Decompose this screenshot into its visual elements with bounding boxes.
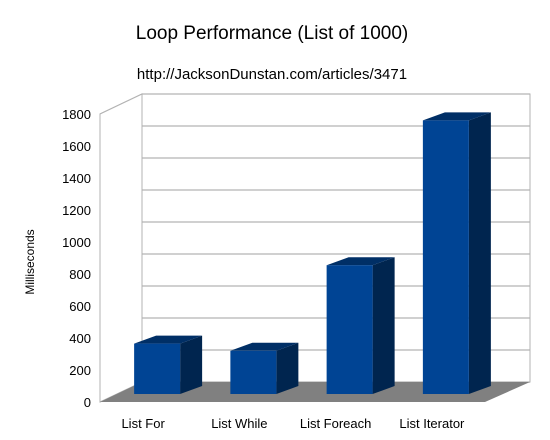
- side-wall: [99, 93, 143, 403]
- y-axis-label: Milliseconds: [23, 229, 37, 294]
- chart-title: Loop Performance (List of 1000): [136, 23, 409, 44]
- bar: [422, 112, 491, 395]
- bar-top: [134, 335, 203, 344]
- bars: [134, 112, 491, 395]
- bar-front: [134, 343, 181, 394]
- y-tick-label: 1600: [62, 139, 91, 154]
- bar-side: [372, 257, 395, 394]
- chart-subtitle: http://JacksonDunstan.com/articles/3471: [137, 66, 407, 83]
- x-category-label: List Iterator: [399, 416, 465, 431]
- x-category-label: List While: [211, 416, 267, 431]
- y-tick-label: 0: [84, 395, 91, 410]
- bar: [134, 335, 203, 394]
- bar-top: [422, 112, 491, 121]
- bar-front: [230, 350, 277, 394]
- chart-floor: [100, 382, 530, 402]
- y-tick-label: 400: [69, 331, 91, 346]
- x-category-label: List Foreach: [300, 416, 372, 431]
- bar-front: [326, 265, 373, 394]
- y-tick-label: 1800: [62, 107, 91, 122]
- bar-side: [276, 342, 299, 394]
- bar-side: [468, 112, 491, 395]
- bar-top: [326, 257, 395, 266]
- y-tick-label: 800: [69, 267, 91, 282]
- y-ticks: 0 200 400 600 800 1000 1200 1400 1600 1800: [62, 107, 91, 410]
- y-tick-label: 1400: [62, 171, 91, 186]
- bar-top: [230, 342, 299, 351]
- y-tick-label: 200: [69, 363, 91, 378]
- floor-panel: [100, 382, 530, 402]
- bar-front: [422, 120, 469, 395]
- y-tick-label: 600: [69, 299, 91, 314]
- bar: [230, 342, 299, 394]
- bar: [326, 257, 395, 394]
- x-categories: List For List While List Foreach List Itera…: [121, 416, 465, 431]
- y-tick-label: 1200: [62, 203, 91, 218]
- side-wall-panel: [99, 93, 143, 403]
- bar-side: [180, 335, 203, 394]
- x-category-label: List For: [121, 416, 165, 431]
- y-tick-label: 1000: [62, 235, 91, 250]
